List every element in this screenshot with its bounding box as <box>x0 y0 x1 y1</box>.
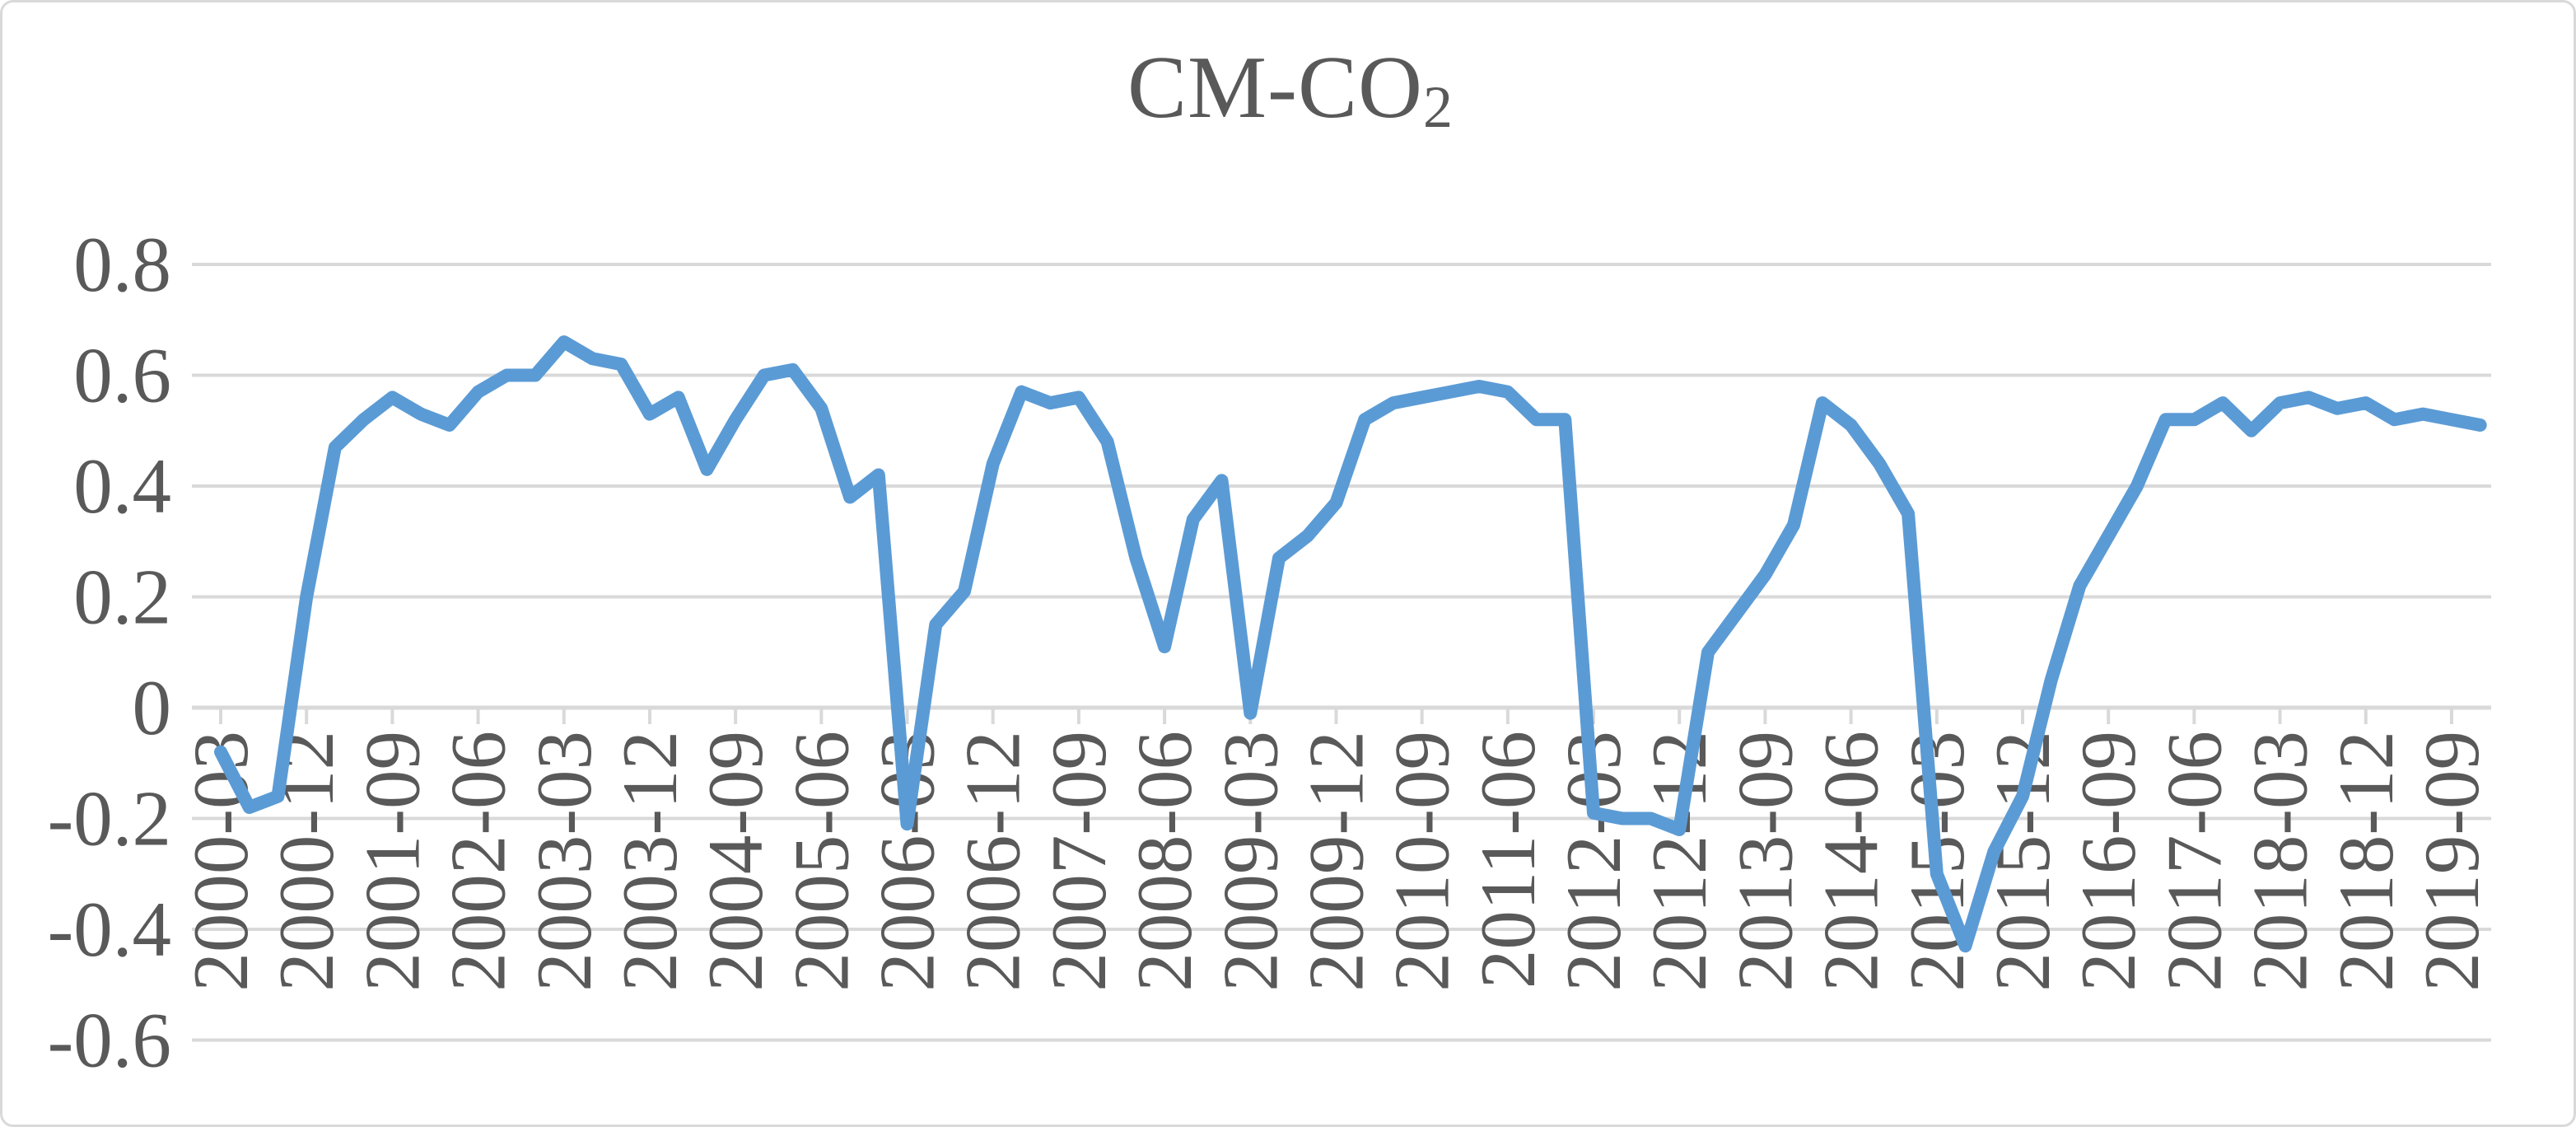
series-line <box>214 335 2487 953</box>
x-axis-label: 2004-09 <box>692 731 779 992</box>
x-axis-label: 2010-09 <box>1379 731 1466 992</box>
x-axis-label: 2009-03 <box>1206 731 1294 992</box>
y-axis-label: 0.8 <box>73 221 171 308</box>
y-axis-label: -0.2 <box>48 775 171 863</box>
x-axis-label: 2002-06 <box>435 731 522 992</box>
x-axis-label: 2003-03 <box>520 731 608 992</box>
x-axis-label: 2017-06 <box>2150 731 2238 992</box>
x-axis-label: 2013-09 <box>1721 731 1808 992</box>
x-axis-label: 2018-03 <box>2237 731 2324 992</box>
x-axis-label: 2003-12 <box>606 731 693 992</box>
x-axis-label: 2007-09 <box>1035 731 1122 992</box>
x-axis-label: 2000-03 <box>177 731 264 992</box>
y-axis-label: 0.4 <box>73 442 171 530</box>
x-axis-label: 2011-06 <box>1464 731 1552 989</box>
x-axis-label: 2019-09 <box>2408 731 2495 992</box>
y-axis-label: -0.4 <box>48 886 171 973</box>
chart-title: CM-CO2 <box>2 37 2574 142</box>
y-axis-label: 0.2 <box>73 554 171 641</box>
x-axis-label: 2009-12 <box>1292 731 1379 992</box>
x-axis-label: 2006-12 <box>950 731 1037 992</box>
x-axis-label: 2014-06 <box>1808 731 1895 992</box>
x-axis-label: 2001-09 <box>348 731 436 992</box>
chart-title-main: CM-CO <box>1127 39 1424 137</box>
x-axis-label: 2008-06 <box>1121 731 1208 992</box>
x-axis-label: 2016-09 <box>2065 731 2152 992</box>
x-axis-label: 2018-12 <box>2322 731 2410 992</box>
y-axis-label: 0.6 <box>73 332 171 419</box>
chart-title-subscript: 2 <box>1423 74 1454 140</box>
y-axis-label: -0.6 <box>48 997 171 1084</box>
x-axis-label: 2012-12 <box>1636 731 1723 992</box>
y-axis-label: 0 <box>133 664 172 751</box>
x-axis-label: 2005-06 <box>777 731 865 992</box>
